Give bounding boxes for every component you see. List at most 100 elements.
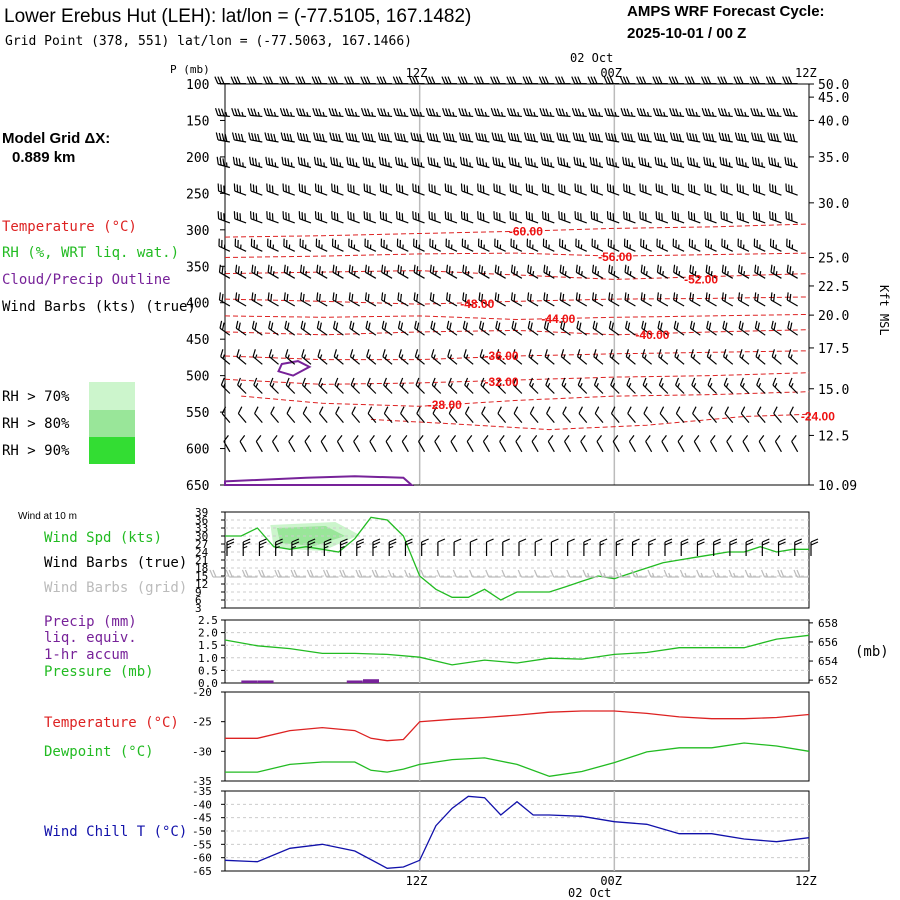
wind-barb-flag	[356, 541, 365, 546]
profile-wind-barb	[508, 156, 523, 169]
wind-barb-grid	[728, 569, 745, 578]
wind-barb-flag	[237, 133, 241, 142]
profile-wind-barb	[575, 292, 588, 307]
profile-wind-barb	[279, 107, 295, 118]
profile-wind-barb	[444, 183, 458, 196]
profile-wind-barb	[645, 434, 653, 453]
wind-barb-staff	[398, 356, 409, 365]
wind-barb-flag	[671, 76, 676, 84]
wind-barb-flag	[214, 107, 219, 116]
wind-barb-flag	[316, 320, 320, 329]
wind-barb-flag	[761, 569, 766, 578]
wind-barb-half	[611, 354, 615, 359]
wind-barb-flag	[235, 157, 238, 166]
wind-barb-half	[532, 271, 535, 276]
wind-barb-flag	[500, 133, 504, 142]
profile-wind-barb	[717, 107, 733, 118]
wind-barb-staff	[267, 271, 279, 279]
profile-wind-barb	[348, 264, 360, 279]
wind-barb-flag	[765, 76, 770, 84]
wind-barb-flag	[669, 107, 673, 116]
wind-barb-flag	[785, 108, 790, 116]
wind-barb-staff	[722, 299, 734, 307]
wind-barb-flag	[756, 133, 760, 142]
wind-barb-flag	[745, 538, 754, 543]
wind-barb-staff	[574, 139, 587, 143]
kft-tick-label: 45.0	[818, 91, 849, 106]
legend-precip: Precip (mm)	[44, 614, 137, 630]
wind-barb-flag	[560, 157, 563, 166]
wind-barb-flag	[415, 108, 420, 117]
profile-wind-barb	[364, 238, 377, 252]
windchill-panel-frame	[224, 790, 810, 872]
wind-barb-staff	[657, 299, 669, 307]
wind-barb-flag	[692, 133, 695, 142]
profile-wind-barb	[477, 183, 490, 196]
wind-barb-staff	[773, 413, 782, 424]
profile-wind-barb	[398, 349, 409, 365]
profile-wind-barb	[703, 156, 717, 169]
wind-barb-flag	[284, 320, 288, 329]
wind-barb-flag	[333, 157, 336, 166]
profile-wind-barb	[580, 434, 588, 453]
wind-barb-flag	[755, 349, 759, 357]
wind-barb-staff	[397, 271, 409, 279]
profile-wind-barb	[755, 349, 766, 365]
wind-barb-staff	[234, 139, 247, 143]
wind-barb-flag	[367, 322, 371, 331]
wind-barb-staff	[791, 441, 799, 453]
wind-barb-flag	[482, 434, 489, 442]
wind-barb-flag	[577, 76, 582, 84]
isotherm-line	[224, 223, 810, 238]
profile-wind-barb	[254, 406, 263, 424]
wind-barb-flag	[329, 132, 333, 141]
wind-barb-flag	[381, 320, 385, 329]
wind-barb-flag	[412, 108, 417, 116]
wind-barb-flag	[464, 406, 470, 414]
profile-wind-barb	[751, 132, 766, 143]
wind-barb-flag	[481, 133, 485, 142]
wind-barb-half	[256, 271, 259, 276]
wind-barb-staff	[221, 413, 231, 424]
profile-wind-barb	[432, 406, 442, 424]
profile-wind-barb	[542, 183, 555, 196]
wind-barb-flag	[366, 108, 371, 117]
legend-wind-chill: Wind Chill T (°C)	[44, 824, 187, 840]
wind-barb-flag	[351, 322, 355, 331]
wind-barb-flag	[673, 264, 676, 273]
wind-barb-staff	[499, 441, 507, 453]
wind-barb-half	[354, 111, 358, 117]
wind-barb-half	[305, 271, 308, 276]
wind-barb-flag	[509, 76, 514, 84]
wind-barb-flag	[706, 320, 709, 329]
wind-barb-half	[484, 111, 488, 117]
profile-wind-barb	[702, 132, 717, 143]
wind-barb-flag	[330, 156, 333, 165]
profile-wind-barb	[574, 183, 587, 196]
wind-barb-staff	[753, 190, 766, 196]
profile-wind-barb	[312, 107, 328, 118]
wind-barb-staff	[335, 413, 344, 424]
time-tick-label-bottom: 12Z	[406, 874, 428, 888]
wind-barb-flag	[303, 322, 306, 331]
profile-wind-barb	[283, 238, 296, 252]
wind-barb-flag	[425, 107, 430, 116]
wind-barb-half	[417, 383, 421, 388]
wind-barb-flag	[574, 76, 579, 84]
wind-barb-flag	[432, 322, 436, 331]
wind-barb-flag	[560, 349, 565, 357]
wind-barb-flag	[366, 76, 371, 84]
wind-barb-flag	[419, 133, 423, 142]
wind-barb-flag	[659, 322, 663, 331]
wind-barb-flag	[241, 569, 246, 578]
wind-barb-flag	[464, 377, 469, 386]
wind-barb-flag	[688, 108, 692, 116]
legend-wind-speed: Wind Spd (kts)	[44, 530, 162, 546]
wind-barb-flag	[284, 157, 287, 166]
wind-barb-flag	[225, 569, 230, 578]
wind-barb-flag	[608, 132, 611, 141]
wind-barb-flag	[478, 132, 482, 141]
wind-barb-flag	[588, 132, 592, 141]
wind-barb-staff	[672, 245, 685, 252]
profile-wind-barb	[217, 183, 231, 196]
